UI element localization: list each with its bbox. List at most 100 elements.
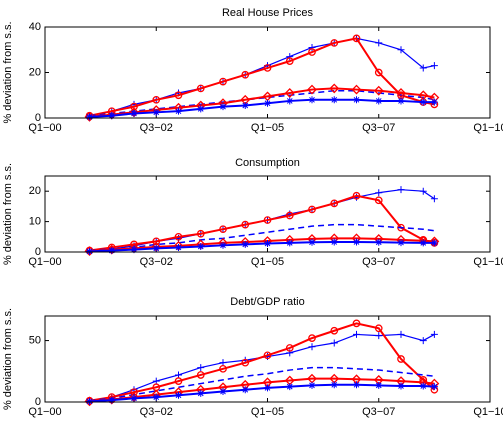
marker: [241, 240, 249, 248]
marker: [285, 344, 294, 352]
marker: [152, 244, 160, 252]
y-tick-label: 0: [35, 112, 41, 124]
y-tick-label: 0: [35, 246, 41, 258]
marker: [196, 84, 205, 93]
marker: [284, 88, 295, 98]
x-tick-label: Q1−10: [473, 256, 503, 268]
marker: [375, 238, 383, 246]
marker: [241, 386, 249, 394]
marker: [397, 46, 405, 54]
marker: [397, 355, 405, 363]
marker: [174, 232, 183, 241]
marker: [196, 371, 205, 379]
x-tick-label: Q3−07: [362, 406, 395, 418]
marker: [263, 216, 272, 224]
marker: [308, 238, 316, 246]
x-tick-label: Q1−10: [473, 122, 503, 134]
marker: [108, 246, 116, 254]
marker: [197, 389, 205, 397]
marker: [152, 393, 160, 401]
y-tick-label: 50: [29, 334, 41, 346]
marker: [286, 239, 294, 247]
marker: [419, 382, 427, 390]
chart-title: Debt/GDP ratio: [230, 296, 304, 308]
marker: [174, 377, 183, 385]
marker: [352, 319, 361, 328]
marker: [430, 98, 438, 106]
marker: [285, 57, 294, 65]
marker: [430, 383, 438, 391]
axes-box: [44, 175, 491, 253]
marker: [375, 381, 383, 389]
marker: [373, 85, 384, 96]
marker: [286, 383, 294, 391]
marker: [197, 364, 205, 372]
marker: [308, 43, 316, 51]
series-line: [89, 194, 435, 252]
marker: [152, 108, 160, 116]
marker: [286, 53, 294, 61]
marker: [375, 189, 383, 197]
marker: [174, 91, 183, 100]
marker: [175, 107, 182, 115]
marker: [330, 326, 339, 335]
series-line: [89, 366, 435, 402]
x-tick-label: Q1−05: [251, 256, 284, 268]
subplot: Consumption % deviation from s.s. 0 10 20 Q1−…: [2, 157, 503, 268]
axes-box: [44, 315, 491, 403]
x-tick-label: Q3−02: [140, 122, 173, 134]
marker: [130, 246, 138, 254]
x-tick-label: Q3−02: [140, 406, 173, 418]
marker: [84, 111, 95, 122]
marker: [241, 358, 250, 367]
x-tick-label: Q1−00: [28, 122, 61, 134]
marker: [264, 239, 271, 247]
marker: [108, 112, 116, 120]
marker: [197, 105, 205, 113]
marker: [419, 337, 427, 345]
marker: [197, 243, 205, 251]
marker: [397, 239, 405, 247]
marker: [374, 68, 383, 77]
marker: [264, 99, 271, 107]
marker: [308, 205, 316, 214]
marker: [396, 88, 406, 98]
x-tick-label: Q1−10: [473, 406, 503, 418]
marker: [329, 83, 340, 94]
series-line: [89, 377, 435, 403]
y-tick-label: 0: [35, 396, 41, 408]
marker: [308, 48, 316, 56]
marker: [397, 186, 405, 194]
y-tick-label: 10: [29, 216, 41, 228]
marker: [374, 196, 383, 205]
marker: [86, 113, 93, 121]
marker: [308, 381, 316, 389]
chart-title: Real House Prices: [222, 7, 314, 19]
marker: [374, 324, 383, 333]
marker: [241, 220, 250, 229]
x-tick-label: Q3−02: [140, 256, 173, 268]
axes-box: [44, 26, 491, 119]
marker: [219, 388, 227, 396]
marker: [397, 97, 405, 105]
chart-title: Consumption: [235, 157, 300, 169]
marker: [308, 334, 316, 342]
marker: [352, 191, 361, 200]
marker: [330, 381, 338, 389]
marker: [397, 223, 405, 232]
marker: [419, 64, 427, 72]
subplot: Debt/GDP ratio % deviation from s.s. 0 50 Q1…: [2, 296, 503, 418]
marker: [241, 70, 250, 79]
marker: [307, 84, 317, 95]
marker: [130, 394, 138, 402]
marker: [130, 109, 138, 117]
subplot: Real House Prices % deviation from s.s. 0 2…: [2, 7, 503, 134]
marker: [84, 396, 95, 407]
marker: [419, 98, 427, 106]
marker: [264, 384, 271, 392]
marker: [375, 39, 383, 47]
marker: [219, 364, 227, 373]
marker: [263, 351, 272, 360]
x-tick-label: Q1−00: [28, 256, 61, 268]
marker: [397, 330, 405, 338]
